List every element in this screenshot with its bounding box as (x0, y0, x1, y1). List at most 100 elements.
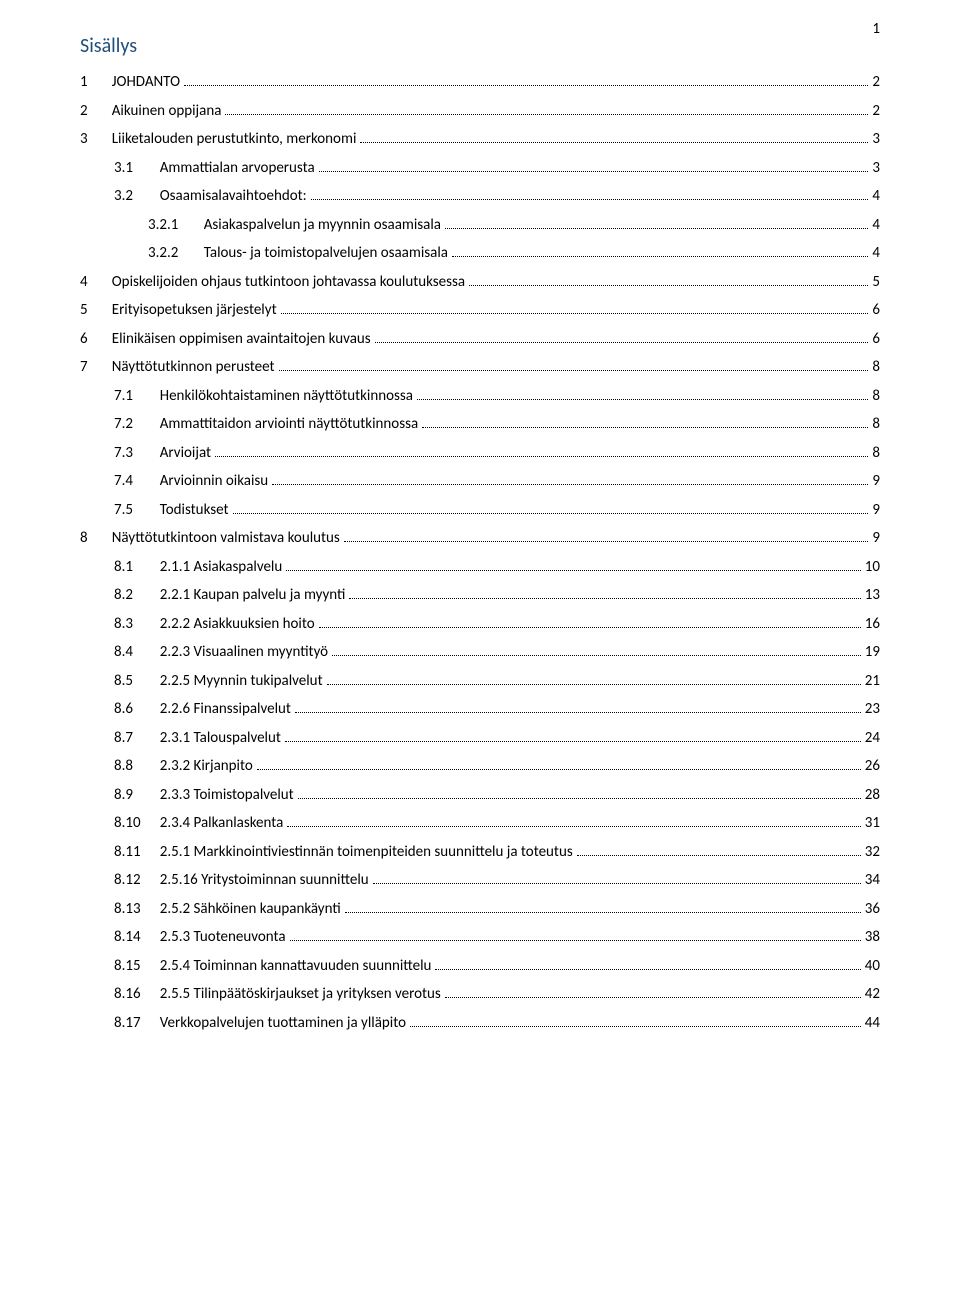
toc-entry[interactable]: 8.132.5.2 Sähköinen kaupankäynti 36 (80, 895, 880, 924)
toc-entry[interactable]: 3.2Osaamisalavaihtoehdot: 4 (80, 182, 880, 211)
toc-entry[interactable]: 8.12.1.1 Asiakaspalvelu 10 (80, 553, 880, 582)
toc-leader-dots (345, 900, 861, 913)
toc-entry[interactable]: 3Liiketalouden perustutkinto, merkonomi … (80, 125, 880, 154)
toc-entry[interactable]: 7Näyttötutkinnon perusteet 8 (80, 353, 880, 382)
toc-entry-title: Näyttötutkinnon perusteet (112, 353, 275, 382)
toc-entry[interactable]: 8.82.3.2 Kirjanpito 26 (80, 752, 880, 781)
toc-entry[interactable]: 6Elinikäisen oppimisen avaintaitojen kuv… (80, 325, 880, 354)
toc-entry-page: 26 (865, 752, 880, 781)
toc-entry-number: 7.3 (114, 439, 156, 468)
toc-entry-title: 2.3.1 Talouspalvelut (160, 724, 281, 753)
toc-leader-dots (445, 216, 868, 229)
toc-entry-number: 6 (80, 325, 108, 354)
toc-entry[interactable]: 1JOHDANTO 2 (80, 68, 880, 97)
toc-entry-page: 23 (865, 695, 880, 724)
toc-entry-number: 8.17 (114, 1009, 156, 1038)
toc-leader-dots (257, 757, 861, 770)
toc-entry[interactable]: 8.152.5.4 Toiminnan kannattavuuden suunn… (80, 952, 880, 981)
toc-entry-title: Todistukset (160, 496, 229, 525)
toc-leader-dots (287, 814, 861, 827)
toc-leader-dots (279, 358, 869, 371)
toc-entry-title: 2.2.5 Myynnin tukipalvelut (160, 667, 323, 696)
toc-leader-dots (281, 301, 869, 314)
toc-entry[interactable]: 8.22.2.1 Kaupan palvelu ja myynti 13 (80, 581, 880, 610)
toc-entry[interactable]: 8Näyttötutkintoon valmistava koulutus 9 (80, 524, 880, 553)
toc-entry-number: 3.2 (114, 182, 156, 211)
toc-leader-dots (435, 957, 860, 970)
toc-leader-dots (349, 586, 860, 599)
toc-entry[interactable]: 8.32.2.2 Asiakkuuksien hoito 16 (80, 610, 880, 639)
toc-entry[interactable]: 8.72.3.1 Talouspalvelut 24 (80, 724, 880, 753)
toc-entry-number: 4 (80, 268, 108, 297)
toc-leader-dots (311, 187, 869, 200)
toc-entry[interactable]: 8.162.5.5 Tilinpäätöskirjaukset ja yrity… (80, 980, 880, 1009)
toc-entry[interactable]: 5Erityisopetuksen järjestelyt 6 (80, 296, 880, 325)
toc-entry-number: 8.9 (114, 781, 156, 810)
toc-entry-title: 2.5.5 Tilinpäätöskirjaukset ja yrityksen… (160, 980, 441, 1009)
toc-entry[interactable]: 7.1Henkilökohtaistaminen näyttötutkinnos… (80, 382, 880, 411)
toc-entry-page: 42 (865, 980, 880, 1009)
toc-entry-page: 16 (865, 610, 880, 639)
toc-entry[interactable]: 7.5Todistukset 9 (80, 496, 880, 525)
toc-leader-dots (422, 415, 868, 428)
toc-entry-page: 4 (872, 239, 880, 268)
toc-entry[interactable]: 8.142.5.3 Tuoteneuvonta 38 (80, 923, 880, 952)
toc-entry[interactable]: 8.52.2.5 Myynnin tukipalvelut 21 (80, 667, 880, 696)
table-of-contents: 1JOHDANTO 22Aikuinen oppijana 23Liiketal… (80, 68, 880, 1037)
toc-entry[interactable]: 8.102.3.4 Palkanlaskenta 31 (80, 809, 880, 838)
toc-entry-number: 7.5 (114, 496, 156, 525)
toc-entry-page: 8 (872, 353, 880, 382)
toc-entry-title: 2.2.1 Kaupan palvelu ja myynti (160, 581, 346, 610)
toc-entry-number: 8.16 (114, 980, 156, 1009)
toc-leader-dots (469, 273, 868, 286)
toc-entry-number: 3 (80, 125, 108, 154)
toc-entry[interactable]: 2Aikuinen oppijana 2 (80, 97, 880, 126)
toc-entry[interactable]: 8.122.5.16 Yritystoiminnan suunnittelu 3… (80, 866, 880, 895)
toc-entry[interactable]: 8.17Verkkopalvelujen tuottaminen ja yllä… (80, 1009, 880, 1038)
toc-entry[interactable]: 7.3Arvioijat 8 (80, 439, 880, 468)
toc-leader-dots (360, 130, 868, 143)
toc-entry[interactable]: 3.1Ammattialan arvoperusta 3 (80, 154, 880, 183)
toc-leader-dots (417, 387, 868, 400)
page-body: Sisällys 1JOHDANTO 22Aikuinen oppijana 2… (0, 0, 960, 1077)
toc-entry[interactable]: 3.2.1Asiakaspalvelun ja myynnin osaamisa… (80, 211, 880, 240)
toc-entry[interactable]: 8.42.2.3 Visuaalinen myyntityö 19 (80, 638, 880, 667)
toc-entry[interactable]: 7.2Ammattitaidon arviointi näyttötutkinn… (80, 410, 880, 439)
toc-entry-number: 7.1 (114, 382, 156, 411)
toc-entry-page: 10 (865, 553, 880, 582)
toc-leader-dots (285, 729, 861, 742)
toc-entry-title: Ammattialan arvoperusta (160, 154, 315, 183)
toc-heading: Sisällys (80, 34, 880, 58)
toc-entry-page: 4 (872, 182, 880, 211)
toc-entry-number: 8.7 (114, 724, 156, 753)
toc-entry[interactable]: 8.92.3.3 Toimistopalvelut 28 (80, 781, 880, 810)
toc-leader-dots (319, 615, 861, 628)
toc-entry-number: 1 (80, 68, 108, 97)
toc-entry[interactable]: 4Opiskelijoiden ohjaus tutkintoon johtav… (80, 268, 880, 297)
toc-entry[interactable]: 3.2.2Talous- ja toimistopalvelujen osaam… (80, 239, 880, 268)
toc-entry[interactable]: 7.4Arvioinnin oikaisu 9 (80, 467, 880, 496)
toc-entry-title: Arvioinnin oikaisu (160, 467, 268, 496)
toc-entry-title: Henkilökohtaistaminen näyttötutkinnossa (160, 382, 413, 411)
toc-entry-title: Arvioijat (160, 439, 211, 468)
toc-entry-page: 8 (872, 410, 880, 439)
toc-entry-title: Verkkopalvelujen tuottaminen ja ylläpito (160, 1009, 406, 1038)
toc-entry-page: 19 (865, 638, 880, 667)
toc-entry-page: 36 (865, 895, 880, 924)
toc-entry-number: 2 (80, 97, 108, 126)
toc-entry-title: Näyttötutkintoon valmistava koulutus (112, 524, 340, 553)
toc-leader-dots (272, 472, 868, 485)
toc-entry-number: 8.12 (114, 866, 156, 895)
toc-entry-page: 31 (865, 809, 880, 838)
toc-entry-title: JOHDANTO (112, 68, 180, 97)
toc-entry-page: 5 (872, 268, 880, 297)
toc-entry-number: 8.15 (114, 952, 156, 981)
toc-entry[interactable]: 8.112.5.1 Markkinointiviestinnän toimenp… (80, 838, 880, 867)
toc-entry-title: Aikuinen oppijana (112, 97, 222, 126)
toc-entry[interactable]: 8.62.2.6 Finanssipalvelut 23 (80, 695, 880, 724)
toc-entry-title: Liiketalouden perustutkinto, merkonomi (112, 125, 357, 154)
toc-entry-number: 8 (80, 524, 108, 553)
toc-entry-page: 40 (865, 952, 880, 981)
toc-entry-page: 3 (872, 154, 880, 183)
toc-entry-number: 5 (80, 296, 108, 325)
